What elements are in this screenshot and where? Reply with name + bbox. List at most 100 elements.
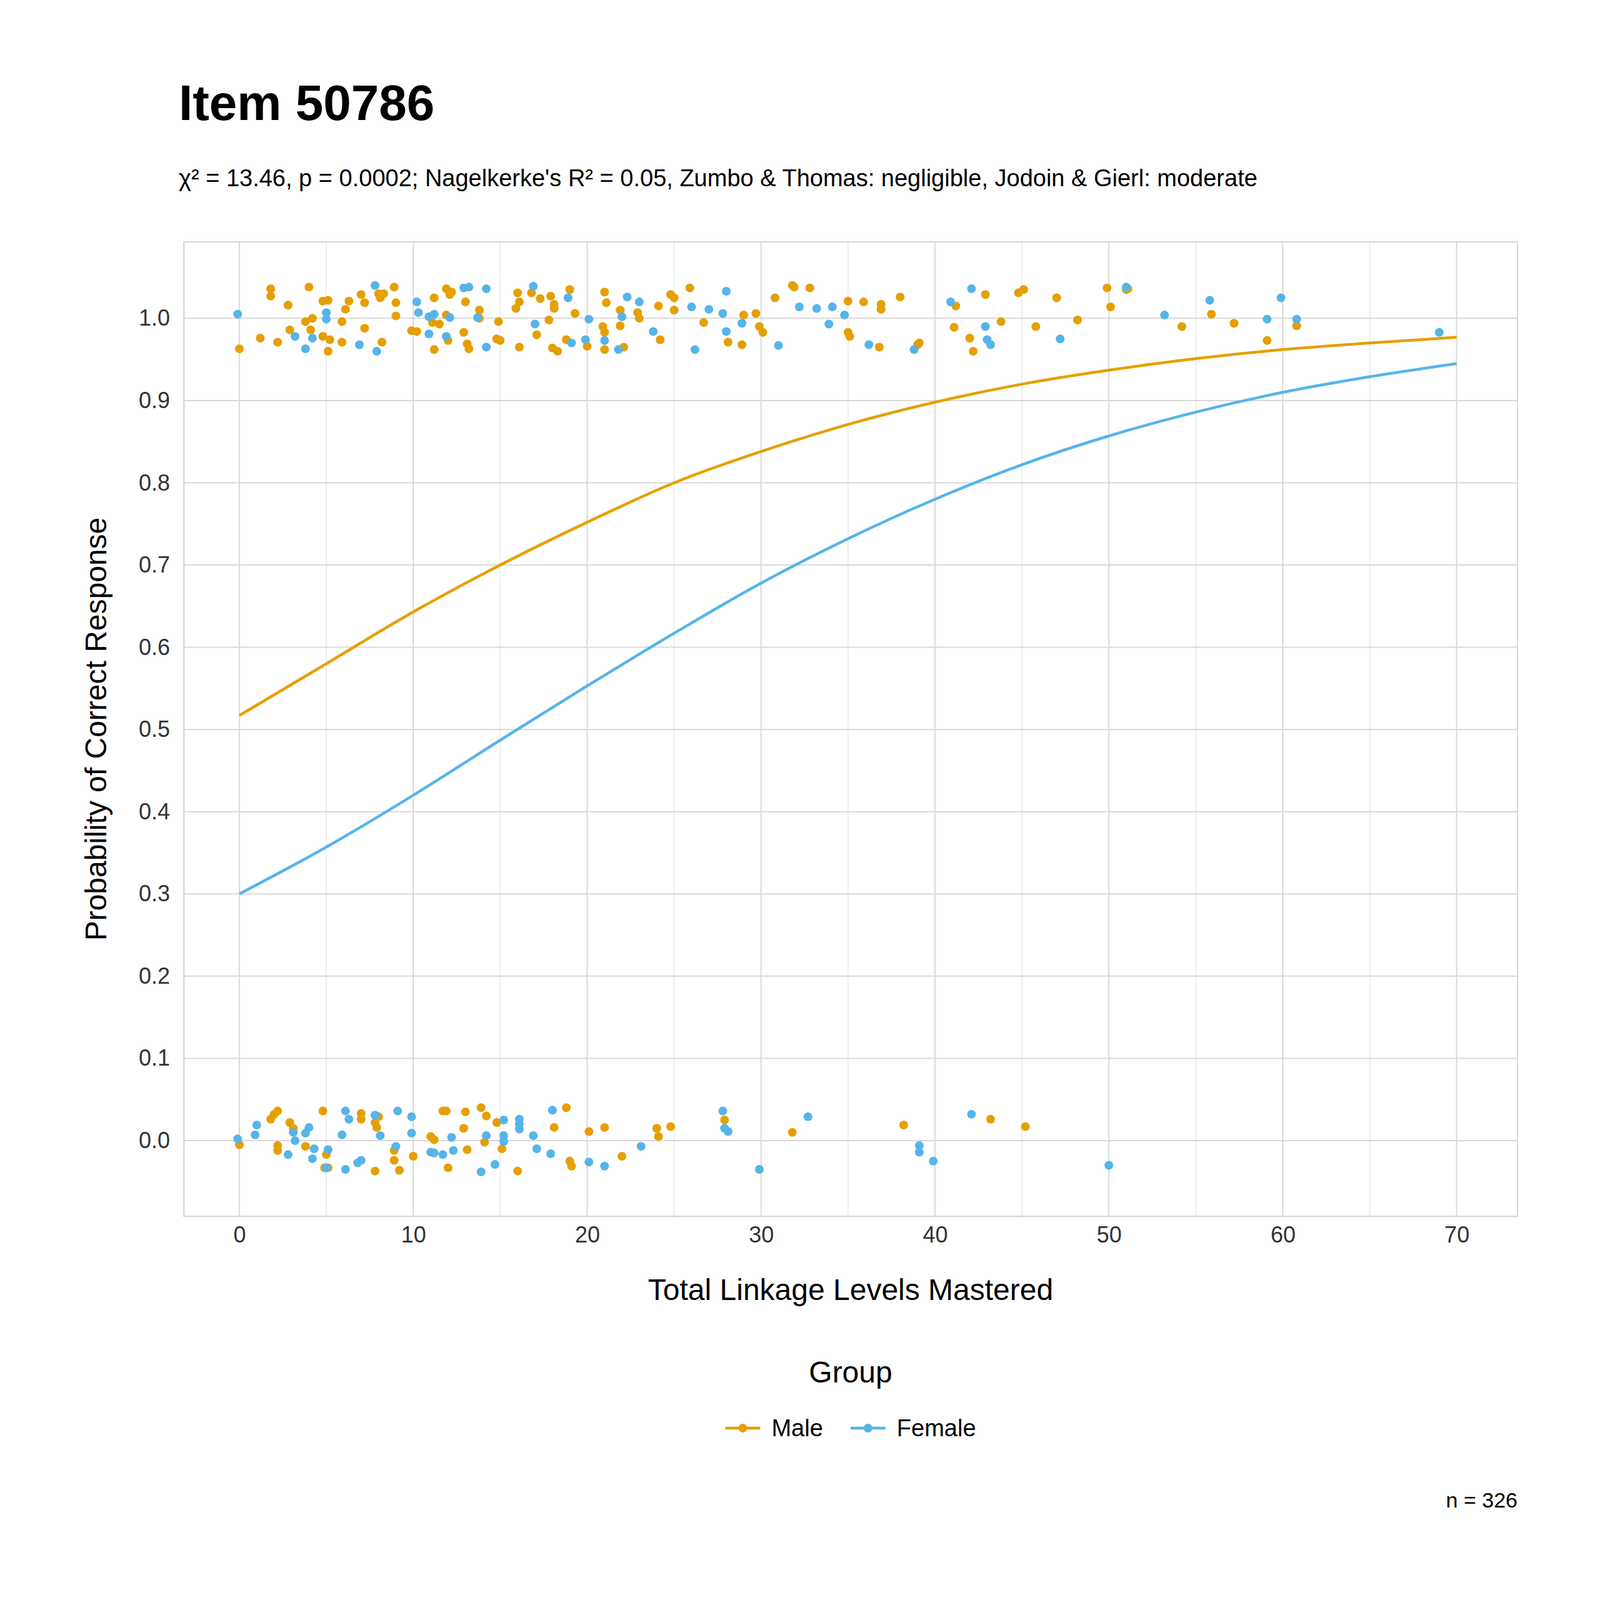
x-tick: 50 [1096, 1216, 1122, 1248]
point [563, 293, 573, 302]
point [845, 331, 855, 341]
point [473, 313, 482, 322]
point [875, 342, 884, 352]
point [1435, 328, 1444, 337]
point [341, 305, 350, 314]
point [337, 338, 347, 347]
point [636, 1141, 646, 1151]
y-grid-line [183, 1140, 1518, 1142]
point [584, 1157, 594, 1167]
x-tick-label: 50 [1096, 1221, 1122, 1248]
point [1021, 1122, 1030, 1132]
point [685, 283, 695, 293]
point [652, 1123, 662, 1133]
point [515, 342, 524, 352]
point [828, 302, 837, 312]
point [803, 1112, 813, 1122]
point [584, 315, 594, 324]
point [721, 286, 731, 296]
point [737, 340, 747, 349]
y-grid-line [183, 564, 1518, 566]
y-tick-label: 0.4 [138, 798, 170, 825]
point [718, 1106, 728, 1116]
point [377, 338, 387, 347]
point [375, 1131, 385, 1140]
point [824, 320, 834, 329]
point [430, 293, 439, 302]
point [614, 345, 624, 354]
point [430, 310, 439, 319]
point [393, 1106, 402, 1116]
point [481, 1131, 491, 1140]
point [1229, 318, 1239, 328]
point [356, 1115, 366, 1124]
point [495, 336, 505, 345]
point [441, 1106, 451, 1116]
point [1160, 310, 1169, 320]
point [1205, 295, 1215, 305]
point [666, 1122, 675, 1132]
point [513, 1166, 522, 1176]
point [515, 1125, 524, 1134]
legend: GroupMaleFemale [725, 1355, 976, 1442]
x-tick: 30 [748, 1216, 774, 1248]
point [459, 1123, 469, 1133]
plot-frame [183, 241, 1518, 1217]
point [655, 335, 665, 345]
point [321, 1163, 331, 1172]
point [566, 1161, 576, 1171]
point [414, 308, 424, 317]
point [699, 318, 709, 327]
point [438, 1150, 448, 1159]
x-tick-label: 10 [401, 1221, 427, 1248]
point [355, 340, 364, 349]
point [622, 292, 632, 302]
point [550, 304, 559, 314]
point [840, 310, 849, 320]
point [304, 282, 314, 292]
point [739, 310, 749, 320]
point [1052, 293, 1062, 302]
point [283, 1150, 293, 1159]
point [372, 1123, 382, 1132]
background [0, 0, 1600, 1600]
point [600, 328, 609, 337]
point [255, 333, 265, 343]
point [304, 1123, 314, 1132]
y-tick-label: 0.0 [138, 1127, 170, 1154]
y-grid-line [183, 728, 1518, 730]
point [494, 317, 504, 327]
point [408, 1151, 418, 1161]
point [548, 1105, 557, 1115]
point [446, 287, 456, 297]
point [795, 302, 804, 312]
point [723, 338, 733, 347]
x-axis-title: Total Linkage Levels Mastered [648, 1273, 1054, 1307]
point [461, 1107, 470, 1117]
point [1102, 283, 1112, 293]
y-grid-line [183, 481, 1518, 484]
point [406, 1128, 416, 1138]
point [344, 296, 354, 306]
point [654, 301, 664, 311]
point [1262, 315, 1272, 324]
y-grid-line [183, 317, 1518, 319]
point [950, 323, 959, 332]
point [233, 310, 242, 319]
x-tick: 40 [922, 1216, 948, 1248]
point [946, 297, 955, 307]
point [481, 1111, 491, 1120]
point [996, 317, 1006, 327]
point [790, 282, 799, 292]
point [459, 328, 469, 337]
point [615, 321, 625, 330]
x-tick: 70 [1444, 1216, 1470, 1248]
y-tick-label: 0.2 [138, 963, 170, 989]
point [290, 1136, 300, 1145]
y-tick: 0.3 [138, 880, 184, 907]
point [910, 345, 919, 354]
y-tick: 1.0 [138, 305, 184, 331]
legend-label: Female [896, 1415, 977, 1442]
point [566, 338, 576, 348]
point [412, 326, 422, 336]
